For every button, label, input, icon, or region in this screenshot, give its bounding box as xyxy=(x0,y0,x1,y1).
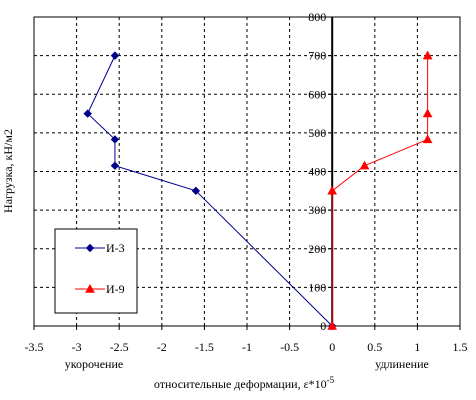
series-layer xyxy=(83,50,433,331)
data-point-и-3-4 xyxy=(83,109,92,118)
x-tick-label-0: 0 xyxy=(329,340,335,354)
data-point-и-9-5 xyxy=(422,50,433,60)
x-axis-title: относительные деформации, ε*10-5 xyxy=(154,375,335,391)
legend-box xyxy=(54,228,138,314)
y-tick-label-400: 400 xyxy=(308,165,326,179)
x-axis-title-main: относительные деформации, ε*10 xyxy=(154,377,327,391)
data-point-и-3-3 xyxy=(110,135,120,144)
y-tick-label-600: 600 xyxy=(308,87,326,101)
grid-lines xyxy=(34,17,460,326)
legend-marker-и-9 xyxy=(85,283,95,293)
x-tick-label--1: -1 xyxy=(242,340,252,354)
x-axis-title-exponent: -5 xyxy=(327,375,335,385)
data-point-и-3-1 xyxy=(191,186,201,196)
data-point-и-3-2 xyxy=(110,161,120,170)
y-tick-label-800: 800 xyxy=(308,10,326,24)
data-point-и-9-0 xyxy=(327,320,338,330)
right-side-label: удлинение xyxy=(375,357,429,371)
legend: И-3 И-9 xyxy=(54,228,138,314)
x-tick-label--2: -2 xyxy=(157,340,167,354)
series-line-и-9 xyxy=(331,55,429,326)
legend-label-и-9: И-9 xyxy=(106,282,125,296)
legend-label-и-3: И-3 xyxy=(106,241,125,255)
x-tick-label--3_5: -3.5 xyxy=(25,340,44,354)
y-axis-title: Нагрузка, кН/м2 xyxy=(1,129,15,213)
x-tick-label-1_5: 1.5 xyxy=(453,340,468,354)
legend-marker-shape-и-9 xyxy=(85,283,95,293)
data-point-и-9-2 xyxy=(359,160,370,170)
left-side-label: укорочение xyxy=(65,357,123,371)
y-tick-label-0: 0 xyxy=(320,319,326,333)
y-tick-label-700: 700 xyxy=(308,49,326,63)
x-tick-labels: -3.5 -3 -2.5 -2 -1.5 -1 -0.5 0 0.5 1 1.5 xyxy=(25,326,468,354)
series-line-и-3 xyxy=(87,55,333,327)
data-point-и-9-1 xyxy=(327,185,338,195)
legend-marker-shape-и-3 xyxy=(85,243,95,253)
y-tick-label-200: 200 xyxy=(308,242,326,256)
x-tick-label--2_5: -2.5 xyxy=(110,340,129,354)
x-tick-label--3: -3 xyxy=(72,340,82,354)
x-tick-label-0_5: 0.5 xyxy=(367,340,382,354)
x-tick-label-1: 1 xyxy=(414,340,420,354)
x-tick-label--1_5: -1.5 xyxy=(195,340,214,354)
y-tick-label-500: 500 xyxy=(308,126,326,140)
x-tick-label--0_5: -0.5 xyxy=(280,340,299,354)
y-tick-label-100: 100 xyxy=(308,280,326,294)
data-point-и-3-5 xyxy=(110,51,120,60)
data-point-и-9-4 xyxy=(422,108,433,118)
y-tick-label-300: 300 xyxy=(308,203,326,217)
legend-marker-и-3 xyxy=(85,243,95,253)
data-point-и-9-3 xyxy=(422,134,433,144)
